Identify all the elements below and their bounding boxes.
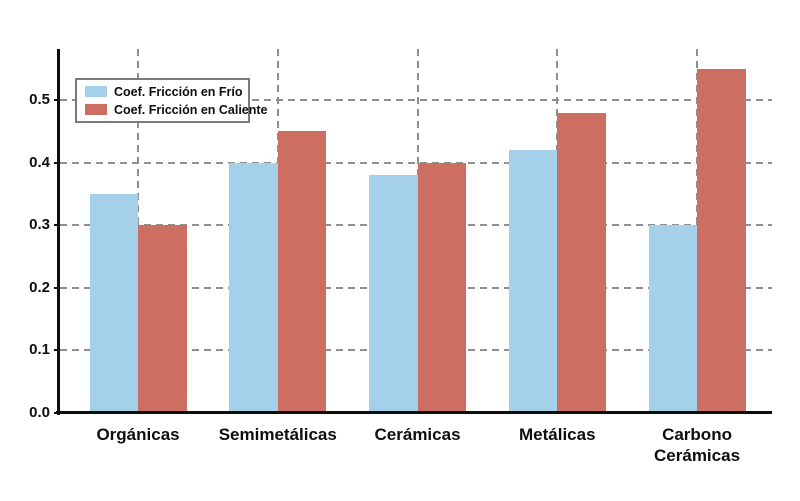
bar-caliente (417, 162, 467, 413)
legend-entry-caliente: Coef. Fricción en Caliente (85, 103, 268, 117)
gridline-horizontal (60, 161, 772, 164)
x-axis-category-label: Metálicas (519, 425, 596, 444)
gridline-horizontal (60, 99, 772, 102)
y-axis-tick (54, 349, 60, 352)
bar-caliente (557, 112, 606, 413)
y-axis-tick (54, 161, 60, 164)
legend-label-caliente: Coef. Fricción en Caliente (114, 102, 268, 117)
x-axis-category-label: Orgánicas (96, 425, 180, 444)
y-axis-tick-label: 0.3 (29, 216, 50, 234)
y-axis-tick (54, 224, 60, 227)
bar-caliente (277, 131, 327, 413)
legend-swatch-caliente (85, 104, 107, 115)
y-axis-tick-label: 0.0 (29, 404, 50, 421)
y-axis-tick-label: 0.5 (29, 91, 50, 109)
bar-frio (229, 162, 278, 413)
y-axis-tick-label: 0.2 (29, 278, 50, 296)
y-axis-tick (54, 99, 60, 102)
legend-entry-frio: Coef. Fricción en Frío (85, 85, 248, 99)
y-axis-tick (54, 412, 60, 414)
bar-frio (89, 193, 139, 413)
bar-caliente (138, 225, 187, 413)
legend-label-frio: Coef. Fricción en Frío (114, 84, 243, 99)
bar-frio (508, 150, 558, 413)
legend-swatch-frio (85, 86, 107, 97)
bar-frio (369, 175, 418, 413)
x-axis-category-label: Carbono Cerámicas (654, 425, 741, 465)
y-axis-spine (57, 49, 60, 415)
x-axis-spine (56, 411, 772, 414)
bar-caliente (697, 68, 746, 413)
x-axis-category-label: Semimetálicas (218, 425, 337, 444)
legend: Coef. Fricción en Frío Coef. Fricción en… (75, 78, 268, 123)
y-axis-tick-label: 0.4 (29, 153, 50, 171)
x-axis-category-label: Cerámicas (374, 425, 461, 444)
y-axis-tick-label: 0.1 (29, 341, 50, 359)
bar-frio (648, 225, 698, 413)
y-axis-tick (54, 286, 60, 289)
plot-area (60, 49, 772, 413)
